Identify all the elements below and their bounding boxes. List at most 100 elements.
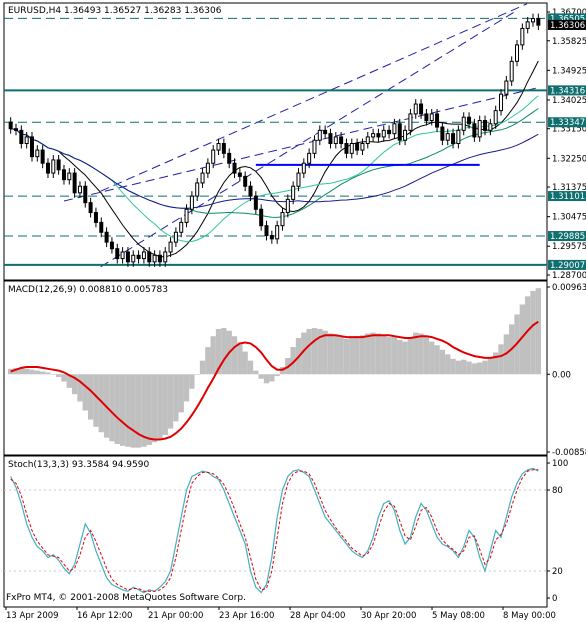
candle-body	[504, 80, 509, 95]
candle-body	[109, 241, 114, 250]
price-tag-label: 1.36505	[550, 14, 585, 24]
macd-histogram-bar	[178, 374, 184, 413]
macd-histogram-bar	[530, 290, 536, 375]
y-tick-label: 1.32250	[552, 154, 586, 164]
x-tick-label: 23 Apr 16:00	[219, 611, 274, 621]
candle-body	[408, 113, 413, 131]
macd-histogram-bar	[397, 339, 403, 375]
macd-histogram-bar	[301, 332, 307, 375]
candle-body	[456, 129, 461, 145]
macd-histogram-bar	[429, 341, 435, 375]
candle-body	[381, 129, 386, 138]
candle-body	[125, 251, 130, 263]
candle-body	[227, 152, 232, 164]
macd-histogram-bar	[375, 333, 382, 375]
y-tick-label: 1.31375	[552, 183, 586, 193]
macd-histogram-bar	[130, 374, 136, 448]
candle-body	[509, 60, 514, 82]
candle-body	[461, 116, 466, 131]
candle-body	[344, 143, 349, 154]
candle-body	[285, 198, 290, 214]
macd-histogram-bar	[119, 374, 126, 446]
macd-histogram-bar	[199, 360, 206, 375]
candle-body	[525, 21, 530, 29]
macd-histogram-bar	[61, 374, 67, 382]
candle-body	[264, 225, 269, 237]
candle-body	[232, 162, 237, 174]
macd-histogram-bar	[66, 374, 72, 388]
candle-body	[72, 172, 77, 194]
candle-body	[88, 202, 93, 214]
macd-histogram-bar	[338, 337, 344, 375]
copyright-footer: FxPro MT4, © 2001-2008 MetaQuotes Softwa…	[6, 593, 246, 603]
candle-body	[483, 119, 488, 131]
macd-histogram-bar	[141, 374, 147, 447]
candle-body	[152, 254, 157, 263]
macd-histogram-bar	[114, 374, 120, 445]
macd-histogram-bar	[450, 358, 456, 375]
macd-histogram-bar	[157, 374, 163, 440]
macd-histogram-bar	[93, 374, 99, 427]
candle-body	[429, 113, 434, 121]
macd-histogram-bar	[445, 354, 451, 375]
price-tag-box	[548, 13, 586, 24]
candle-body	[157, 254, 162, 263]
macd-histogram-bar	[274, 374, 280, 377]
candle-body	[536, 18, 541, 26]
candle-body	[349, 143, 354, 154]
candle-body	[24, 136, 29, 145]
macd-histogram-bar	[71, 374, 78, 395]
macd-histogram-bar	[77, 374, 83, 402]
macd-histogram-bar	[386, 337, 392, 375]
macd-panel-frame	[3, 280, 548, 456]
macd-histogram-bar	[498, 344, 504, 375]
candle-body	[221, 143, 226, 154]
x-tick-label: 13 Apr 2009	[6, 611, 59, 621]
candle-body	[248, 185, 253, 197]
candle-body	[147, 251, 152, 263]
candle-body	[365, 136, 370, 145]
ma-mid-line	[10, 95, 539, 243]
candle-body	[77, 185, 82, 194]
main-panel-frame	[3, 2, 548, 281]
candle-body	[104, 231, 109, 243]
macd-signal-line	[10, 320, 539, 441]
macd-histogram-bar	[162, 374, 168, 435]
stoch-tick-label: 80	[552, 486, 563, 496]
macd-histogram-bar	[466, 361, 472, 375]
macd-histogram-bar	[365, 333, 371, 375]
price-tag-label: 1.31101	[550, 192, 585, 202]
macd-histogram-bar	[151, 374, 158, 443]
chart-title: EURUSD,H4 1.36493 1.36527 1.36283 1.3630…	[8, 6, 222, 16]
candle-body	[93, 212, 98, 223]
candle-body	[371, 133, 376, 138]
candle-body	[360, 143, 365, 151]
macd-histogram-bar	[98, 374, 104, 433]
macd-plot	[8, 288, 541, 448]
candle-body	[280, 212, 285, 227]
candle-body	[67, 172, 72, 181]
macd-histogram-bar	[258, 374, 264, 379]
candle-body	[45, 162, 50, 174]
macd-histogram-bar	[461, 359, 467, 375]
candle-body	[307, 152, 312, 164]
macd-histogram-bar	[125, 374, 131, 447]
price-tag-label: 1.29885	[550, 232, 585, 242]
candle-body	[61, 169, 66, 181]
stoch-tick-label: 100	[552, 459, 568, 469]
macd-histogram-bar	[242, 351, 248, 375]
candle-body	[8, 121, 13, 130]
macd-histogram-bar	[423, 337, 430, 375]
macd-histogram-bar	[322, 330, 328, 375]
macd-histogram-bar	[311, 328, 318, 375]
stoch-label: Stoch(13,3,3) 93.3584 94.9590	[8, 460, 149, 470]
macd-histogram-bar	[135, 374, 142, 448]
macd-histogram-bar	[306, 328, 312, 375]
candle-body	[403, 129, 408, 141]
candle-body	[243, 175, 248, 187]
macd-histogram-bar	[189, 374, 195, 389]
macd-histogram-bar	[349, 338, 355, 375]
macd-histogram-bar	[327, 333, 334, 375]
macd-histogram-bar	[183, 374, 190, 402]
